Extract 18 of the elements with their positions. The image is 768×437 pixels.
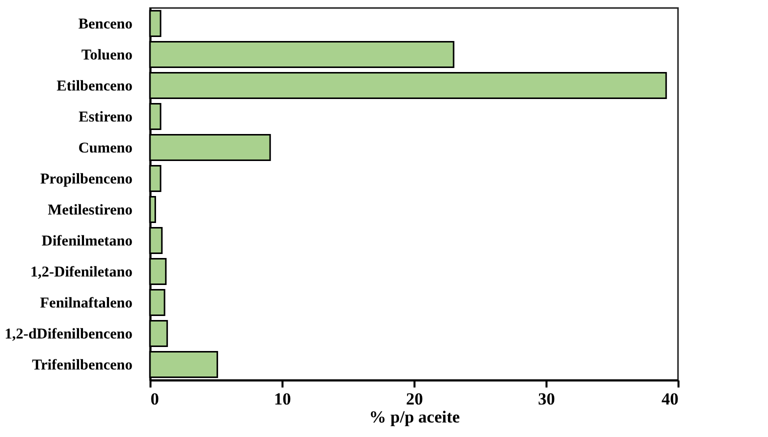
y-tick-label: Metilestireno <box>48 202 132 218</box>
y-tick-label: Estireno <box>78 110 132 126</box>
y-tick-label: Difenilmetano <box>42 234 132 250</box>
y-tick-label: Cumeno <box>78 140 132 156</box>
y-tick-label: 1,2-dDifenilbenceno <box>4 326 132 342</box>
x-axis-title: % p/p aceite <box>369 408 460 426</box>
x-tick-label: 40 <box>662 390 678 408</box>
x-tick-label: 0 <box>150 390 159 408</box>
x-tick-label: 20 <box>406 390 423 408</box>
x-tick-label: 10 <box>274 390 291 408</box>
y-tick-label: Benceno <box>78 16 132 32</box>
y-tick-label: Propilbenceno <box>40 172 132 188</box>
y-tick-label: Tolueno <box>81 48 132 64</box>
y-tick-label: 1,2-Difeniletano <box>30 264 132 280</box>
y-tick-label: Trifenilbenceno <box>32 358 132 374</box>
y-tick-label: Etilbenceno <box>56 78 132 94</box>
y-tick-label: Fenilnaftaleno <box>40 296 132 312</box>
x-tick-label: 30 <box>538 390 555 408</box>
